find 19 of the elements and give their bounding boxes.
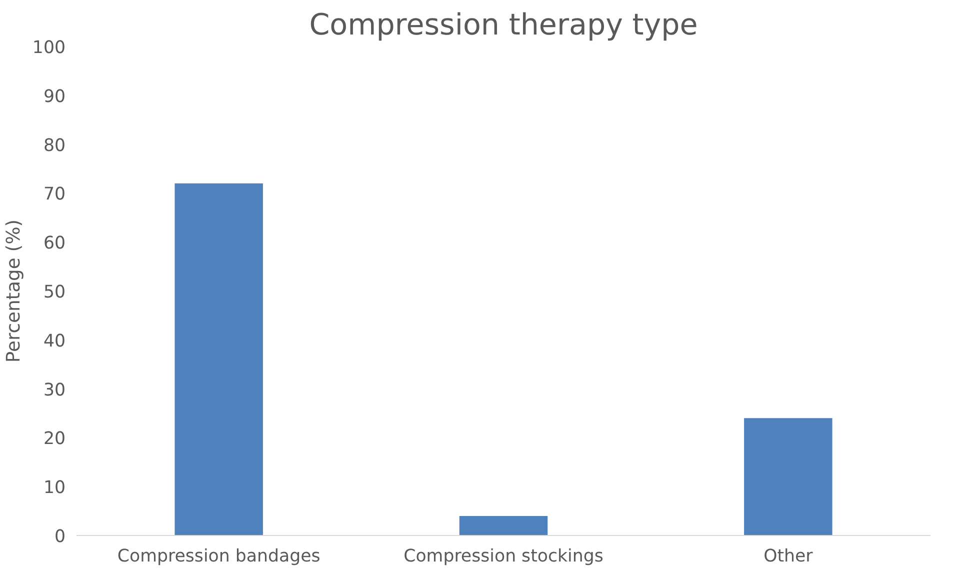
y-tick-label: 0: [54, 527, 66, 547]
y-tick-label: 10: [43, 478, 66, 498]
y-tick-label: 100: [32, 38, 66, 58]
y-tick-label: 80: [43, 136, 66, 156]
y-tick-label: 50: [43, 282, 66, 302]
x-tick-label: Compression stockings: [404, 546, 604, 566]
y-tick-label: 60: [43, 234, 66, 254]
x-tick-label: Compression bandages: [117, 546, 320, 566]
chart-title: Compression therapy type: [309, 8, 698, 42]
bar: [174, 183, 263, 536]
x-tick-label: Other: [764, 546, 814, 566]
y-tick-label: 90: [43, 86, 66, 107]
bar: [459, 516, 548, 536]
bar: [744, 418, 832, 536]
y-tick-label: 70: [43, 184, 66, 205]
y-axis-title: Percentage (%): [3, 219, 24, 363]
y-tick-label: 30: [43, 380, 66, 400]
y-tick-label: 20: [43, 429, 66, 450]
y-tick-label: 40: [43, 331, 66, 352]
